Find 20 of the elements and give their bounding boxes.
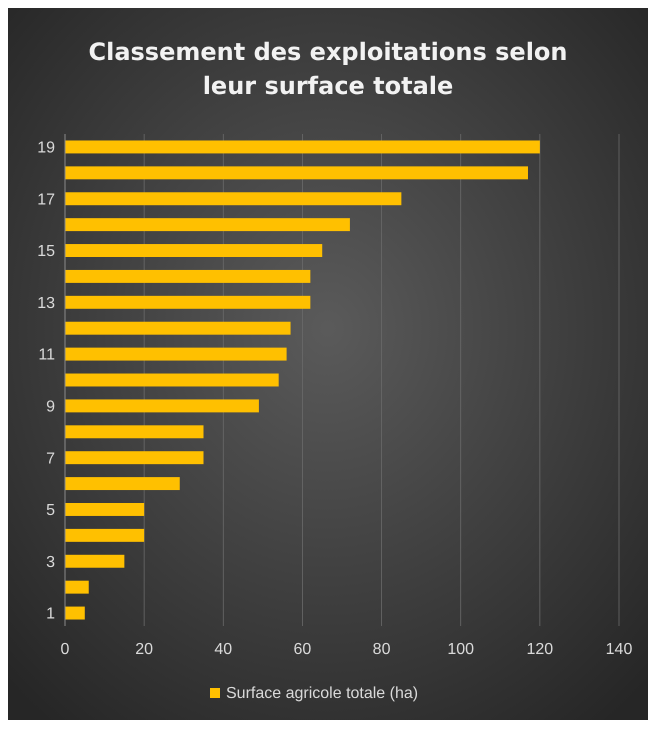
y-tick-label: 5: [46, 502, 56, 520]
y-tick-label: 7: [46, 450, 56, 468]
chart-title: Classement des exploitations selon leur surface totale: [88, 38, 568, 100]
y-tick-label: 19: [37, 140, 56, 157]
legend-label: Surface agricole totale (ha): [226, 685, 418, 702]
y-tick-label: 1: [46, 606, 56, 623]
y-tick-label: 15: [37, 243, 56, 260]
x-tick-label: 140: [606, 641, 632, 658]
x-tick-label: 40: [214, 641, 232, 658]
x-tick-label: 60: [294, 641, 312, 658]
x-tick-label: 120: [526, 641, 554, 658]
x-tick-label: 0: [60, 641, 70, 658]
y-tick-label: 9: [46, 398, 56, 416]
x-tick-label: 100: [447, 641, 474, 658]
y-tick-label: 13: [37, 294, 56, 312]
x-tick-label: 80: [372, 641, 391, 658]
y-tick-label: 11: [38, 346, 56, 364]
y-tick-label: 17: [37, 191, 56, 208]
x-tick-label: 20: [135, 641, 154, 658]
y-tick-label: 3: [46, 554, 56, 571]
